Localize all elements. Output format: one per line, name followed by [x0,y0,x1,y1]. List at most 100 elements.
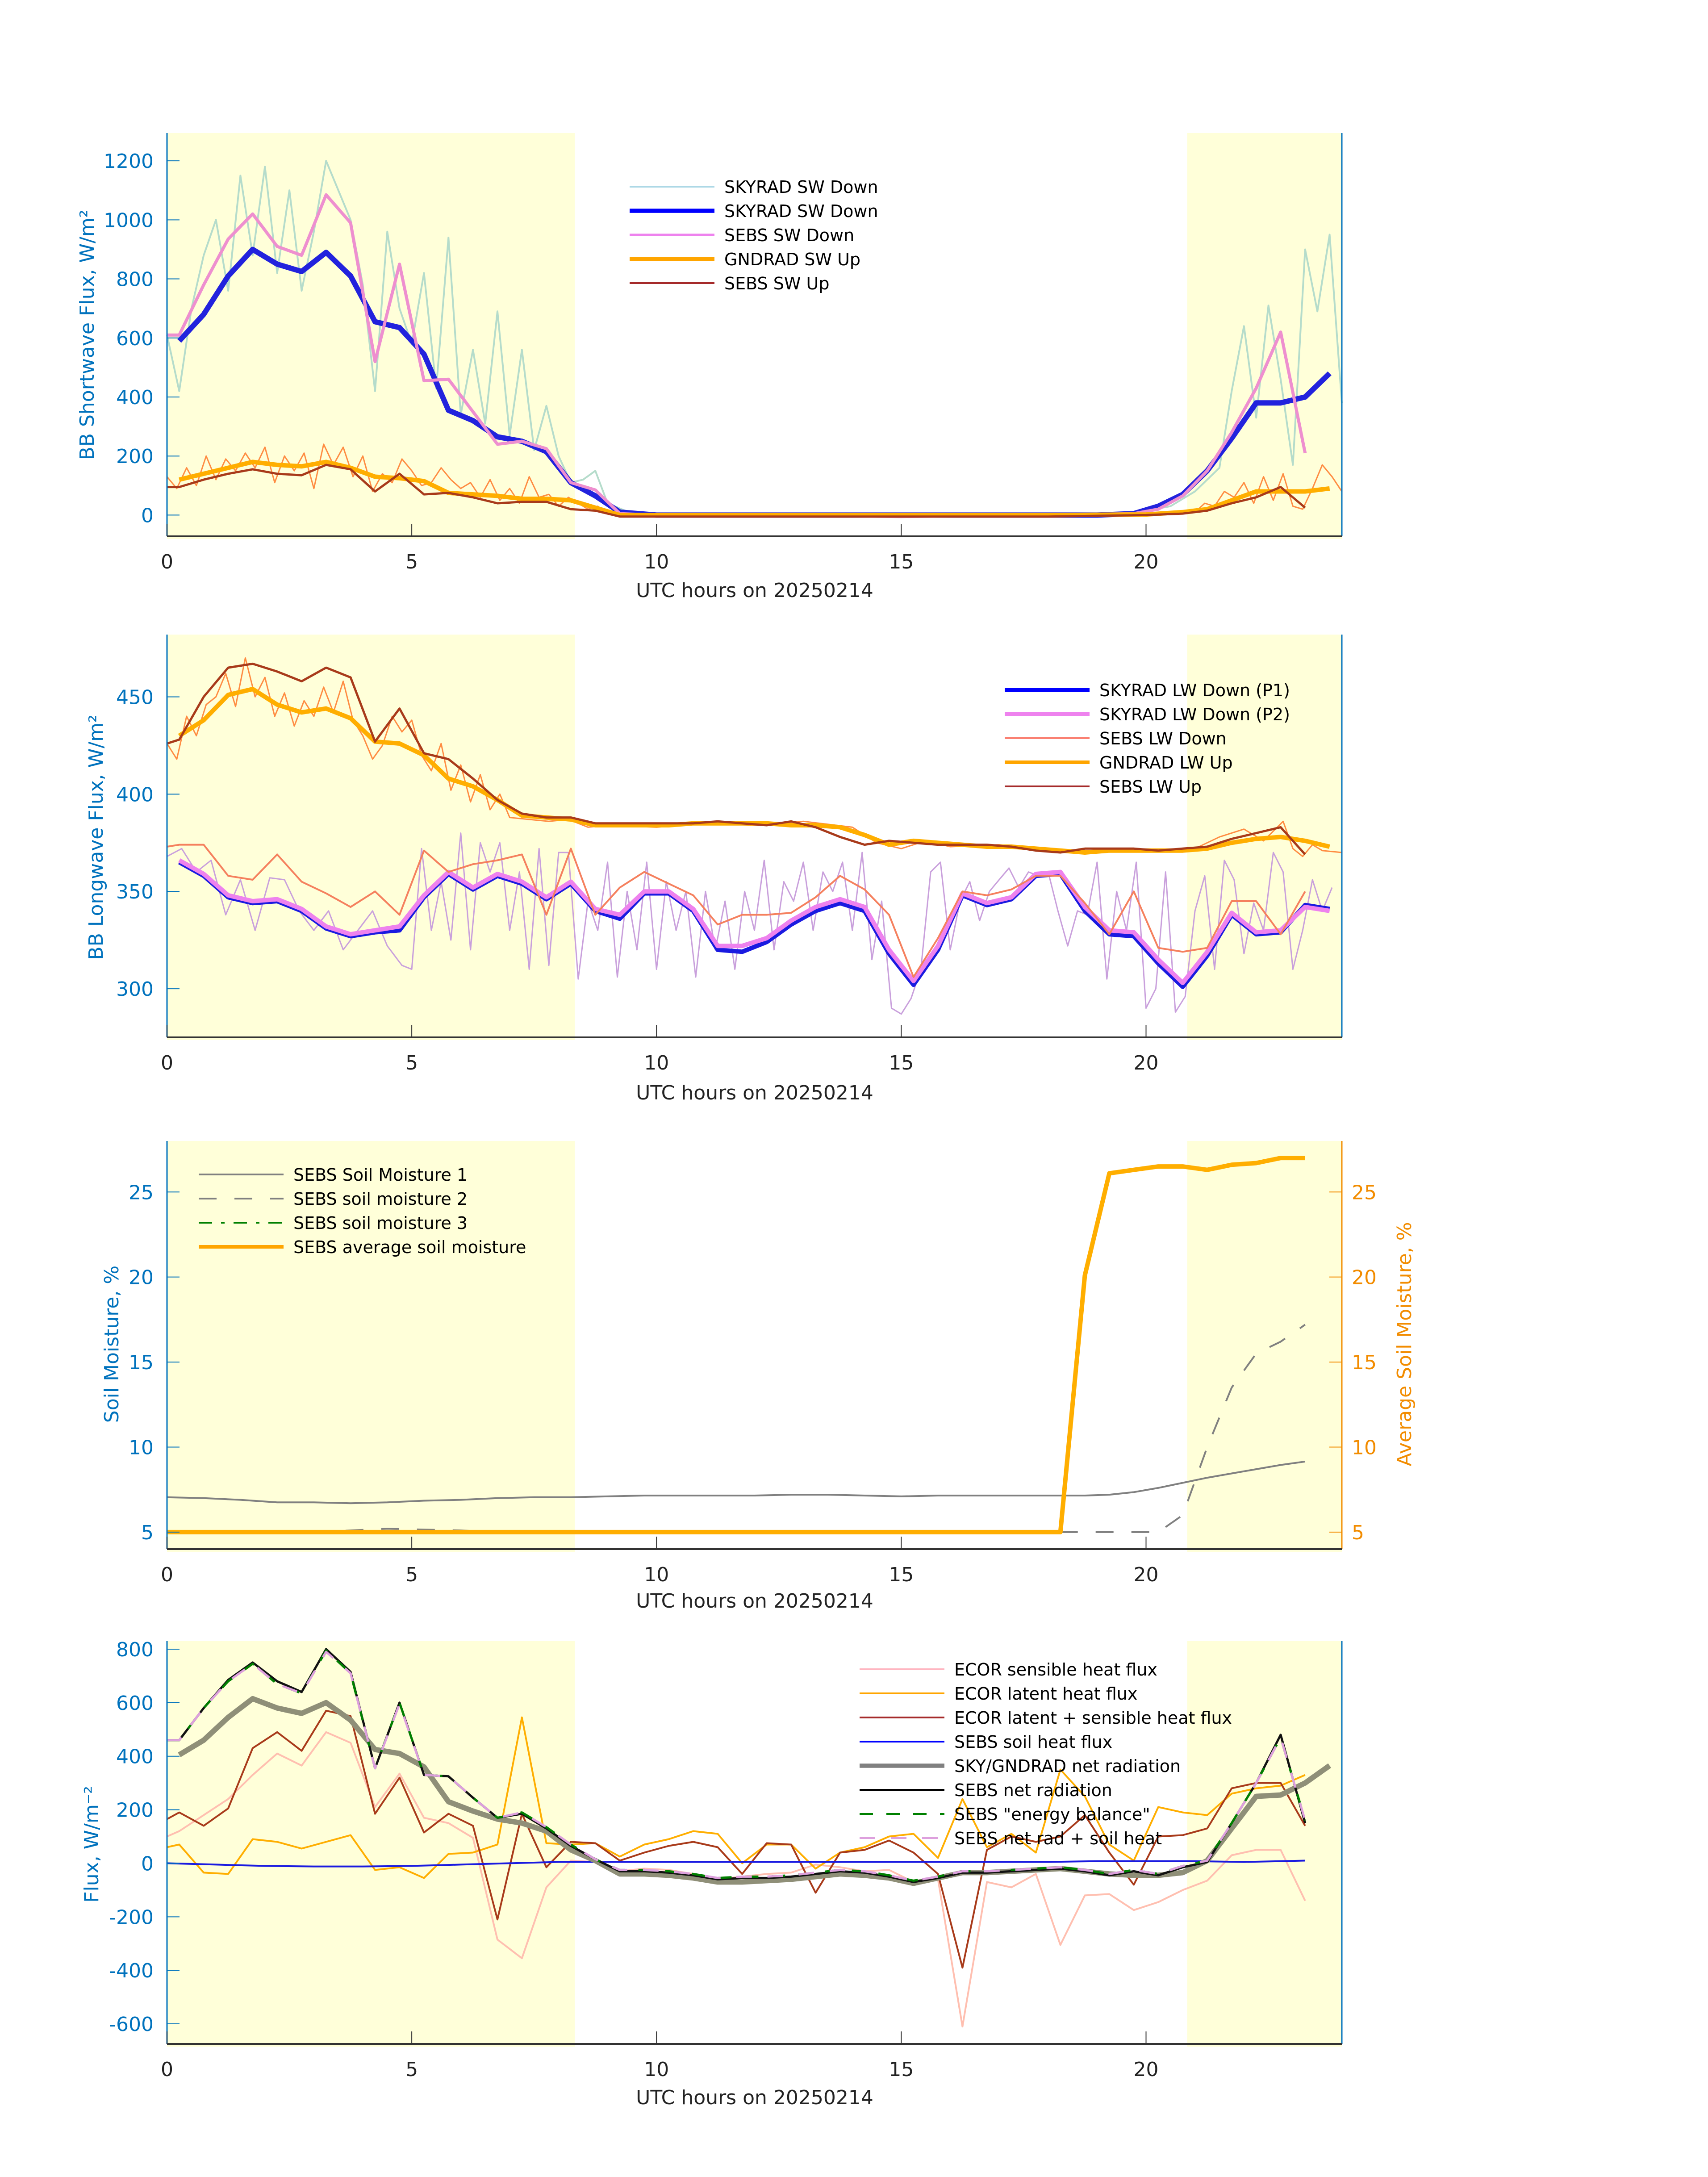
legend: SKYRAD LW Down (P1) SKYRAD LW Down (P2) SE… [1005,681,1290,797]
series-line-sky-gndrad-net-radiation [178,1696,1332,1886]
legend-item-gndrad-lw-up: GNDRAD LW Up [1005,753,1233,773]
x-axis-label: UTC hours on 20250214 [636,1082,873,1104]
legend-label: SEBS net radiation [954,1780,1112,1800]
x-tick-label: 5 [405,1563,418,1586]
series-line-sebs-soil-heat-flux [167,1859,1305,1868]
legend-label: GNDRAD SW Up [724,250,860,269]
x-tick-label: 20 [1134,1563,1159,1586]
legend-item-ecor-sensible-heat-flux: ECOR sensible heat flux [860,1660,1157,1680]
legend-item-sebs-net-rad-soil-heat: SEBS net rad + soil heat [860,1829,1162,1848]
legend-label: SEBS LW Up [1099,777,1202,797]
x-tick-label: 20 [1134,2058,1159,2081]
legend-item-skyrad-lw-down-p1: SKYRAD LW Down (P1) [1005,681,1290,700]
y-tick-label: 10 [129,1437,154,1459]
legend-label: GNDRAD LW Up [1099,753,1233,773]
daylight-shade [1187,1641,1342,2047]
legend: SKYRAD SW Down SKYRAD SW Down SEBS SW Down… [630,177,878,293]
y-tick-label: 400 [116,386,154,409]
right-y-tick-label: 5 [1352,1521,1364,1544]
y-tick-label: -600 [109,2013,154,2036]
series-line-sebs-net-rad-soil-heat [167,1651,1307,1882]
legend-label: SKYRAD SW Down [724,177,878,197]
series-line-gndrad-sw-up [179,460,1330,518]
legend-item-ecor-latent-sensible-heat-flux: ECOR latent + sensible heat flux [860,1708,1232,1728]
legend-item-sebs-soil-moisture-2: SEBS soil moisture 2 [199,1189,468,1209]
x-tick-label: 15 [889,1563,914,1586]
legend-label: SKYRAD LW Down (P2) [1099,705,1290,724]
y-tick-label: 1000 [104,209,154,232]
legend-label: SEBS soil moisture 2 [293,1189,468,1209]
y-tick-label: 800 [116,1638,154,1661]
legend-label: SKYRAD LW Down (P1) [1099,681,1290,700]
series-line-ecor-latent-heat-flux [167,1716,1306,1879]
series-line-skyrad-lw-down-p2 [178,858,1330,985]
y-tick-label: 600 [116,327,154,350]
y-tick-label: 200 [116,445,154,468]
legend-label: SEBS "energy balance" [954,1805,1150,1824]
y-tick-label: 350 [116,881,154,903]
y-tick-label: -200 [109,1906,154,1929]
x-tick-label: 15 [889,1052,914,1074]
legend-item-sebs-lw-down: SEBS LW Down [1005,729,1227,748]
series-line-skyrad-sw-down [166,160,1343,516]
legend-item-sebs-sw-down: SEBS SW Down [630,226,854,245]
y-tick-label: 25 [129,1181,154,1204]
legend-label: SEBS SW Down [724,226,854,245]
y-tick-label: 400 [116,1746,154,1768]
legend-label: SEBS soil moisture 3 [293,1213,468,1233]
right-y-tick-label: 25 [1352,1181,1377,1204]
legend-item-skyrad-sw-down: SKYRAD SW Down [630,177,878,197]
y-axis-label: Flux, W/m⁻² [80,1786,103,1903]
legend-item-sebs-lw-up: SEBS LW Up [1005,777,1202,797]
x-tick-label: 15 [889,2058,914,2081]
energy-balance-panel: 0 5 10 15 20 -600 -400 -200 0 200 400 600 800 ECOR s… [80,1638,1343,2109]
x-tick-label: 5 [405,551,418,573]
x-axis-label: UTC hours on 20250214 [636,579,873,602]
daylight-shade [167,1641,575,2047]
right-y-tick-label: 10 [1352,1437,1377,1459]
x-tick-label: 10 [644,2058,669,2081]
legend-label: SEBS Soil Moisture 1 [293,1165,468,1185]
legend: ECOR sensible heat flux ECOR latent heat … [860,1660,1232,1848]
y-tick-label: 400 [116,783,154,806]
right-y-tick-label: 20 [1352,1266,1377,1289]
series-line-sebs-lw-up [167,662,1306,856]
y-tick-label: 15 [129,1351,154,1374]
longwave-panel: 0 5 10 15 20 300 350 400 450 SKYRAD LW Down (P1)… [85,635,1343,1104]
x-tick-label: 0 [161,551,173,573]
legend-label: SEBS soil heat flux [954,1732,1112,1752]
legend-item-sebs-soil-heat-flux: SEBS soil heat flux [860,1732,1112,1752]
y-tick-label: -400 [109,1960,154,1982]
y-tick-label: 200 [116,1799,154,1822]
legend-label: ECOR latent + sensible heat flux [954,1708,1232,1728]
daylight-shade [167,1141,575,1552]
legend-label: SEBS LW Down [1099,729,1227,748]
right-y-tick-label: 15 [1352,1351,1377,1374]
legend-label: SEBS SW Up [724,274,829,293]
legend-label: ECOR latent heat flux [954,1684,1137,1704]
legend-item-gndrad-sw-up: GNDRAD SW Up [630,250,860,269]
y-tick-label: 450 [116,686,154,709]
y-tick-label: 800 [116,268,154,291]
x-tick-label: 0 [161,2058,173,2081]
legend-item-sky-gndrad-net-radiation: SKY/GNDRAD net radiation [860,1756,1181,1776]
legend-label: ECOR sensible heat flux [954,1660,1157,1680]
x-tick-label: 20 [1134,551,1159,573]
series-line-skyrad-lw-down-1-min [167,832,1333,1015]
legend-item-sebs-energy-balance: SEBS "energy balance" [860,1805,1150,1824]
legend-item-sebs-sw-up: SEBS SW Up [630,274,829,293]
legend-label: SKY/GNDRAD net radiation [954,1756,1181,1776]
x-axis-label: UTC hours on 20250214 [636,2086,873,2109]
y-axis-label: BB Shortwave Flux, W/m² [76,210,99,460]
x-axis-label: UTC hours on 20250214 [636,1590,873,1613]
legend-item-sebs-net-radiation: SEBS net radiation [860,1780,1112,1800]
x-tick-label: 0 [161,1052,173,1074]
x-tick-label: 0 [161,1563,173,1586]
legend-label: SKYRAD SW Down [724,201,878,221]
legend-item-sebs-soil-moisture-3: SEBS soil moisture 3 [199,1213,468,1233]
right-y-axis-label: Average Soil Moisture, % [1393,1222,1416,1466]
y-axis-label: BB Longwave Flux, W/m² [85,715,108,960]
y-tick-label: 300 [116,978,154,1001]
y-axis-label: Soil Moisture, % [100,1266,123,1423]
